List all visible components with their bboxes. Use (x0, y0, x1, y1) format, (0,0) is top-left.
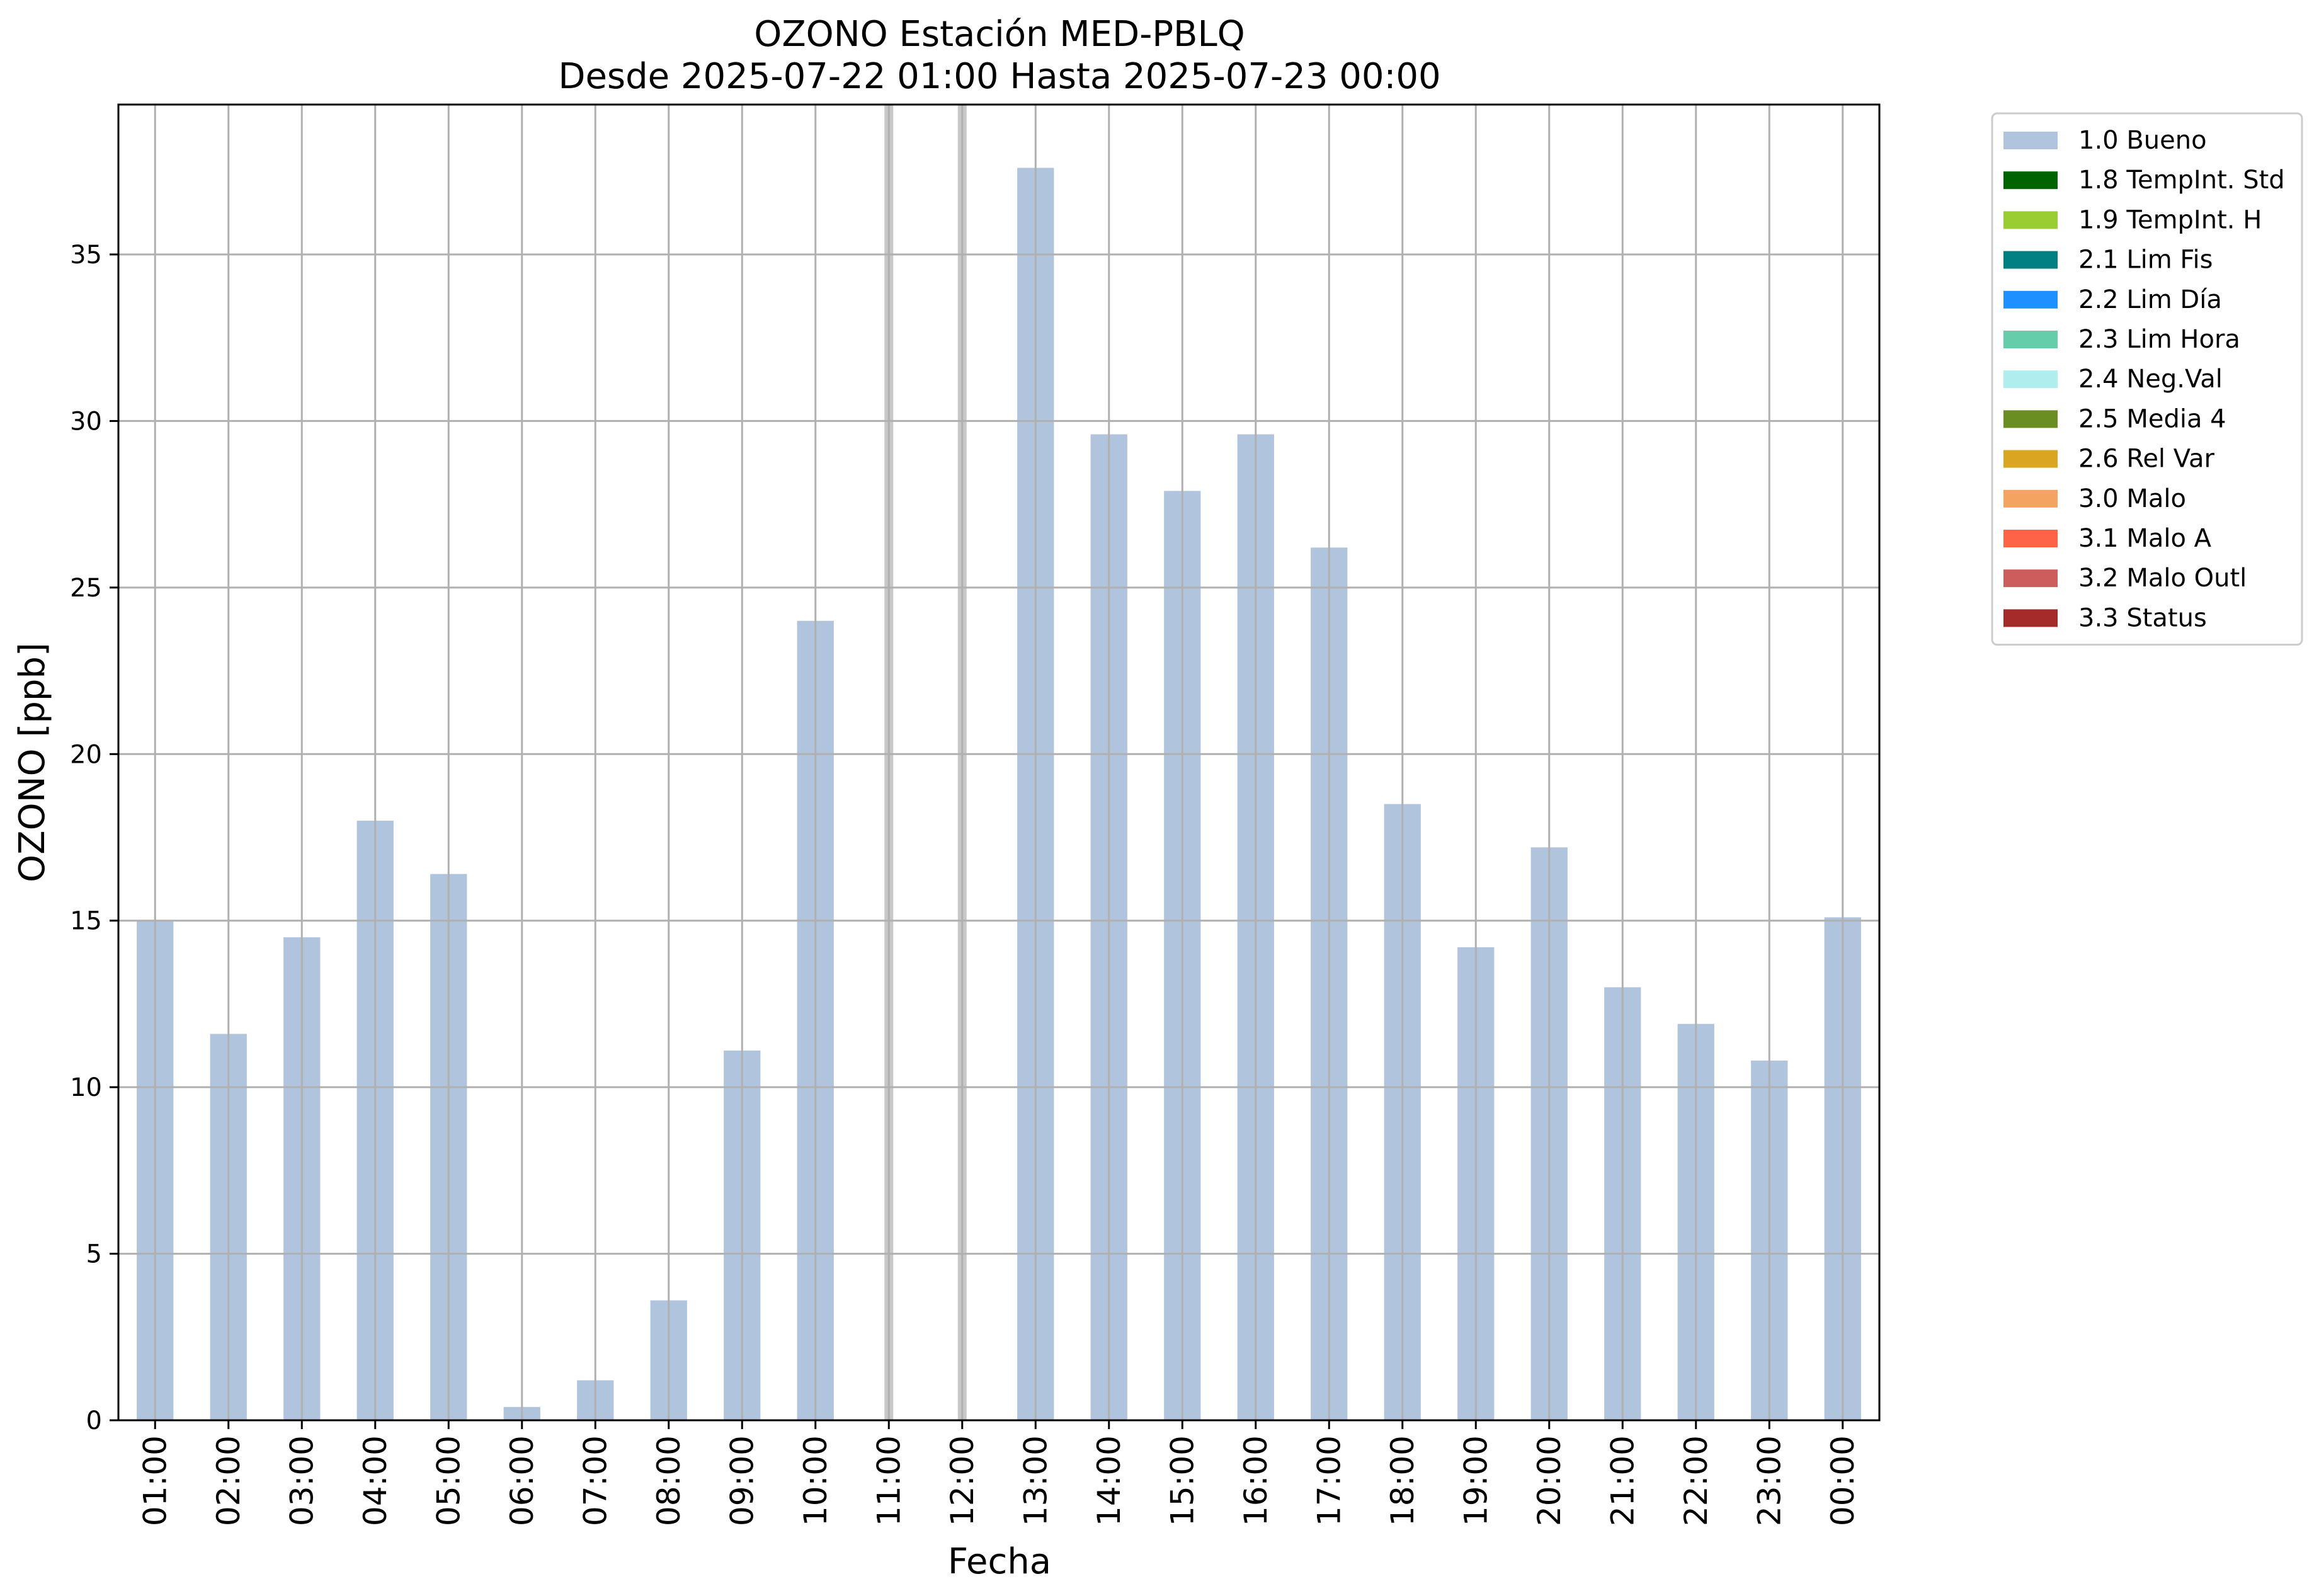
x-tick-label: 05:00 (430, 1435, 467, 1526)
x-tick-label: 04:00 (357, 1435, 394, 1526)
legend-entry-label: 1.0 Bueno (2078, 126, 2207, 155)
chart-title-line-2: Desde 2025-07-22 01:00 Hasta 2025-07-23 … (558, 56, 1440, 97)
legend: 1.0 Bueno 1.8 TempInt. Std 1.9 TempInt. H 2… (1991, 112, 2303, 646)
x-tick-label: 02:00 (210, 1435, 247, 1526)
y-tick-label: 25 (70, 574, 102, 603)
plot-background (118, 105, 1879, 1420)
x-tick-label: 15:00 (1164, 1435, 1200, 1526)
x-tick-label: 17:00 (1311, 1435, 1347, 1526)
legend-entry-label: 2.1 Lim Fis (2078, 246, 2213, 275)
legend-swatch (2003, 450, 2058, 468)
legend-entry-label: 3.3 Status (2078, 603, 2207, 632)
x-tick-label: 11:00 (870, 1435, 907, 1526)
legend-entry-label: 3.1 Malo A (2078, 524, 2212, 553)
y-tick-label: 5 (86, 1240, 102, 1269)
legend-swatch (2003, 410, 2058, 428)
plot-frame (117, 103, 1881, 1422)
legend-entry-label: 3.2 Malo Outl (2078, 564, 2247, 593)
legend-entry-label: 1.9 TempInt. H (2078, 205, 2262, 234)
legend-entry-label: 2.5 Media 4 (2078, 404, 2226, 433)
y-tick-label: 35 (70, 241, 102, 270)
legend-swatch (2003, 290, 2058, 309)
y-tick-label: 15 (70, 907, 102, 936)
x-tick-label: 00:00 (1825, 1435, 1861, 1526)
x-tick-label: 16:00 (1238, 1435, 1274, 1526)
x-tick-label: 20:00 (1531, 1435, 1568, 1526)
x-tick-label: 18:00 (1384, 1435, 1421, 1526)
legend-swatch (2003, 132, 2058, 149)
plot-area: 0 5 10 15 20 25 30 35 01:00 02:00 03:00 04:00 05:00 0… (70, 103, 1881, 1526)
legend-entry-label: 1.8 TempInt. Std (2078, 166, 2285, 195)
y-tick-label: 10 (70, 1073, 102, 1102)
x-tick-label: 23:00 (1751, 1435, 1787, 1526)
chart-title-line-1: OZONO Estación MED-PBLQ (754, 14, 1245, 55)
x-tick-label: 19:00 (1457, 1435, 1494, 1526)
legend-frame (1991, 112, 2303, 646)
legend-swatch (2003, 530, 2058, 547)
legend-swatch (2003, 370, 2058, 389)
x-tick-label: 21:00 (1604, 1435, 1641, 1526)
legend-swatch (2003, 569, 2058, 588)
x-tick-label: 12:00 (944, 1435, 981, 1526)
x-tick-label: 03:00 (283, 1435, 320, 1526)
x-tick-label: 22:00 (1678, 1435, 1714, 1526)
legend-entry-label: 2.2 Lim Día (2078, 285, 2222, 314)
y-tick-label: 20 (70, 740, 102, 769)
x-tick-label: 09:00 (724, 1435, 760, 1526)
legend-swatch (2003, 489, 2058, 508)
x-tick-label: 06:00 (504, 1435, 540, 1526)
legend-swatch (2003, 331, 2058, 348)
x-tick-label: 13:00 (1017, 1435, 1054, 1526)
legend-entry-label: 2.4 Neg.Val (2078, 365, 2223, 394)
legend-swatch (2003, 609, 2058, 627)
legend-swatch (2003, 211, 2058, 229)
x-tick-label: 07:00 (577, 1435, 613, 1526)
x-tick-label: 14:00 (1091, 1435, 1127, 1526)
legend-entry-label: 3.0 Malo (2078, 484, 2186, 513)
x-tick-label: 01:00 (137, 1435, 173, 1526)
y-tick-label: 30 (70, 407, 102, 436)
y-axis-label: OZONO [ppb] (12, 642, 53, 882)
y-tick-label: 0 (86, 1406, 102, 1435)
x-axis-label: Fecha (948, 1541, 1051, 1582)
legend-swatch (2003, 171, 2058, 190)
x-tick-label: 10:00 (797, 1435, 834, 1526)
legend-entry-label: 2.6 Rel Var (2078, 445, 2215, 474)
legend-swatch (2003, 251, 2058, 269)
legend-entry-label: 2.3 Lim Hora (2078, 325, 2240, 354)
x-tick-label: 08:00 (651, 1435, 687, 1526)
